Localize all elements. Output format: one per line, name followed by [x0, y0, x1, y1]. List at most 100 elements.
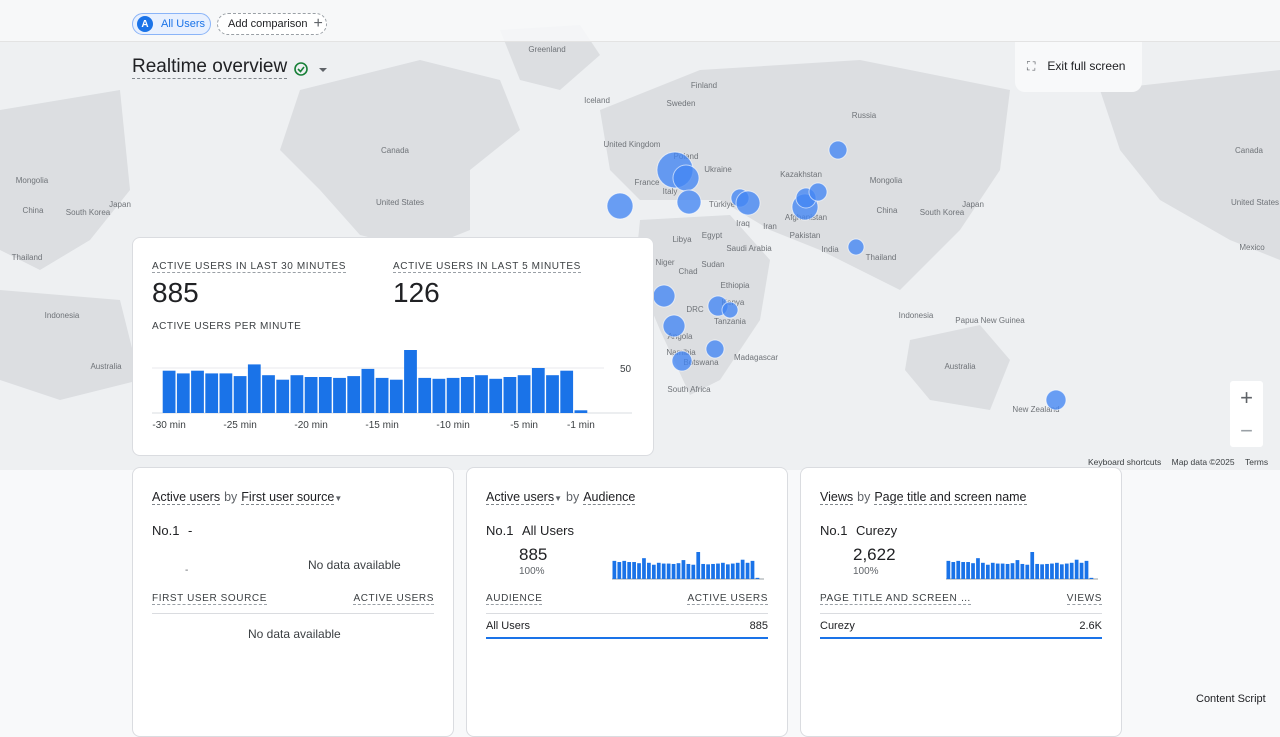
zoom-in[interactable]: + — [1240, 385, 1253, 410]
spark-bar — [1059, 564, 1064, 579]
bar — [546, 375, 559, 413]
dimension: First user source — [241, 490, 335, 505]
map-label: Thailand — [866, 253, 897, 262]
sub: - — [185, 565, 189, 576]
dimension: Audience — [583, 490, 636, 505]
map-label: Ukraine — [704, 165, 732, 174]
bar — [375, 377, 389, 413]
spark-bar — [1030, 552, 1035, 579]
row-value: 885 — [749, 620, 768, 632]
top-bar — [0, 0, 1280, 42]
user-bubble — [808, 182, 828, 202]
spark-bar — [951, 562, 956, 579]
no1: No.1 — [486, 523, 514, 538]
bar — [418, 377, 432, 413]
plus-icon: + — [313, 15, 323, 32]
user-bubble — [662, 314, 686, 338]
value-5: 126 — [393, 277, 440, 308]
col1: FIRST USER SOURCE — [152, 593, 268, 605]
user-bubble — [721, 301, 739, 319]
spark-bar — [632, 562, 636, 579]
spark-bar — [701, 563, 706, 579]
row-bar — [486, 637, 768, 639]
exit-full-screen[interactable]: ⛶ Exit full screen — [1027, 59, 1126, 73]
col1: PAGE TITLE AND SCREEN … — [820, 593, 972, 605]
spark-bar — [961, 562, 966, 579]
spark-bar — [1020, 563, 1025, 579]
map-label: Libya — [672, 235, 692, 244]
map-label: Niger — [655, 258, 674, 267]
map-label: Kazakhstan — [780, 170, 822, 179]
top-item: - — [188, 523, 193, 538]
col-rule — [486, 613, 768, 614]
map-label: United States — [1231, 198, 1279, 207]
by: by — [857, 490, 871, 504]
avatar: A — [137, 16, 153, 32]
map-label: Botswana — [683, 358, 719, 367]
map-label: New Zealand — [1012, 405, 1059, 414]
map-label: Sudan — [701, 260, 724, 269]
map-label: Iraq — [736, 219, 750, 228]
spark-bar — [946, 560, 951, 579]
metric: Active users — [152, 490, 221, 505]
terms[interactable]: Terms — [1244, 457, 1269, 467]
spark-bar — [691, 564, 696, 579]
map-label: Mongolia — [16, 176, 49, 185]
page-title: Realtime overview — [132, 56, 288, 79]
add-comparison[interactable]: Add comparison + — [217, 13, 327, 35]
value-30: 885 — [152, 277, 199, 308]
map-label: Australia — [944, 362, 976, 371]
bar — [219, 373, 233, 413]
zoom-out[interactable]: − — [1240, 418, 1253, 443]
spark-bar — [656, 562, 661, 579]
spark-bar — [666, 563, 671, 579]
segment-chip[interactable]: A All Users — [132, 13, 211, 35]
map-label: Japan — [962, 200, 984, 209]
map-label: Pakistan — [790, 231, 821, 240]
bar — [304, 377, 318, 413]
spark-bar — [990, 562, 995, 579]
spark-bar — [1084, 560, 1089, 579]
map-label: Canada — [1235, 146, 1264, 155]
bar — [347, 376, 361, 413]
map-label: Iran — [763, 222, 777, 231]
map-label: Ethiopia — [721, 281, 750, 290]
title-icons[interactable] — [293, 60, 333, 78]
x-tick-label: -30 min — [152, 420, 185, 431]
keyboard-shortcuts[interactable]: Keyboard shortcuts — [1088, 457, 1162, 467]
add-comparison-label: Add comparison — [228, 18, 308, 30]
col2: ACTIVE USERS — [353, 593, 434, 605]
bar — [233, 376, 247, 413]
metric: Views — [820, 490, 854, 505]
card-title: Views by Page title and screen name — [820, 490, 1027, 505]
exit-label: Exit full screen — [1047, 59, 1126, 73]
card-title: Active users▼ by Audience — [486, 490, 636, 505]
bar — [517, 375, 531, 413]
row-bar — [820, 637, 1102, 639]
spark-bar — [1040, 564, 1044, 579]
spark-bar — [671, 563, 676, 579]
map-label: United Kingdom — [604, 140, 661, 149]
row-name: All Users — [486, 620, 531, 632]
bar — [503, 377, 517, 413]
map-label: Mexico — [1239, 243, 1265, 252]
spark-bar — [985, 564, 990, 579]
no1: No.1 — [152, 523, 180, 538]
bar — [191, 370, 204, 413]
y-tick-label: 50 — [620, 364, 632, 375]
metric-card: Active users by First user source▼ No.1- No … — [132, 467, 454, 737]
map-label: United States — [376, 198, 424, 207]
map-label: South Korea — [920, 208, 965, 217]
map-label: India — [821, 245, 839, 254]
spark-bar — [740, 559, 745, 579]
spark-bar — [617, 562, 622, 579]
spark-bar — [971, 563, 975, 579]
bar — [460, 377, 474, 413]
col1: AUDIENCE — [486, 593, 543, 605]
segment-label: All Users — [161, 18, 206, 30]
col-rule — [152, 613, 434, 614]
spark-bar — [1035, 563, 1040, 579]
spark-bar — [1064, 563, 1069, 579]
spark-bar — [676, 563, 681, 579]
spark-bar — [1025, 564, 1030, 579]
